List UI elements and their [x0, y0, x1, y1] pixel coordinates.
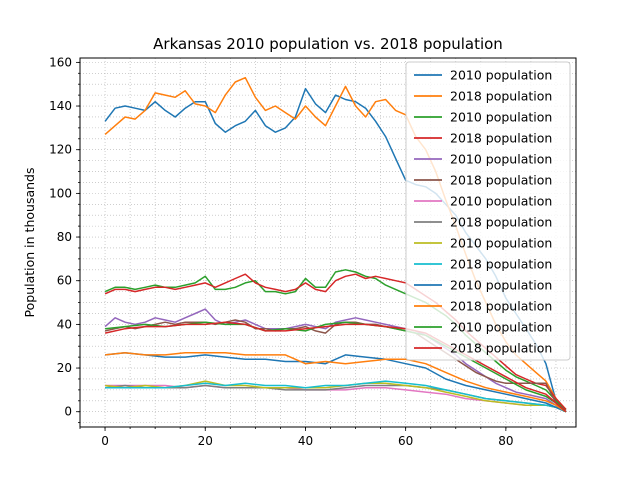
x-tick-label: 60 — [398, 434, 413, 448]
y-axis-label: Population in thousands — [22, 168, 37, 318]
y-tick-label: 20 — [57, 361, 72, 375]
x-tick-label: 20 — [198, 434, 213, 448]
series-lines — [104, 76, 567, 413]
legend-label: 2010 population — [450, 152, 552, 167]
y-tick-label: 0 — [64, 405, 72, 419]
x-tick-label: 80 — [498, 434, 513, 448]
y-tick-label: 80 — [57, 230, 72, 244]
legend-label: 2018 population — [450, 131, 552, 146]
chart-title: Arkansas 2010 population vs. 2018 popula… — [153, 35, 503, 53]
axis-ticks: 0 20 40 60 80 0 20 40 60 80 100 120 140 160 — [49, 55, 557, 448]
legend-box — [405, 61, 571, 361]
y-tick-label: 140 — [49, 99, 72, 113]
y-tick-label: 40 — [57, 317, 72, 331]
legend: 2010 population 2018 population 2010 popul… — [405, 61, 571, 361]
legend-label: 2010 population — [450, 320, 552, 335]
legend-label: 2010 population — [450, 278, 552, 293]
legend-label: 2018 population — [450, 89, 552, 104]
legend-label: 2010 population — [450, 194, 552, 209]
y-tick-label: 100 — [49, 186, 72, 200]
series-line-6 — [104, 319, 567, 413]
series-line-10 — [105, 380, 567, 413]
x-tick-label: 40 — [298, 434, 313, 448]
legend-label: 2010 population — [450, 68, 552, 83]
legend-label: 2010 population — [450, 236, 552, 251]
y-tick-label: 160 — [49, 55, 72, 69]
y-tick-label: 60 — [57, 274, 72, 288]
legend-label: 2018 population — [450, 173, 552, 188]
legend-label: 2018 population — [450, 257, 552, 272]
legend-label: 2018 population — [450, 215, 552, 230]
legend-label: 2018 population — [450, 341, 552, 356]
series-line-14 — [104, 321, 567, 413]
x-tick-label: 0 — [101, 434, 109, 448]
legend-label: 2010 population — [450, 110, 552, 125]
legend-label: 2018 population — [450, 299, 552, 314]
plot-frame — [79, 57, 577, 428]
series-line-12 — [105, 352, 567, 413]
series-line-11 — [105, 352, 567, 413]
y-tick-label: 120 — [49, 143, 72, 157]
